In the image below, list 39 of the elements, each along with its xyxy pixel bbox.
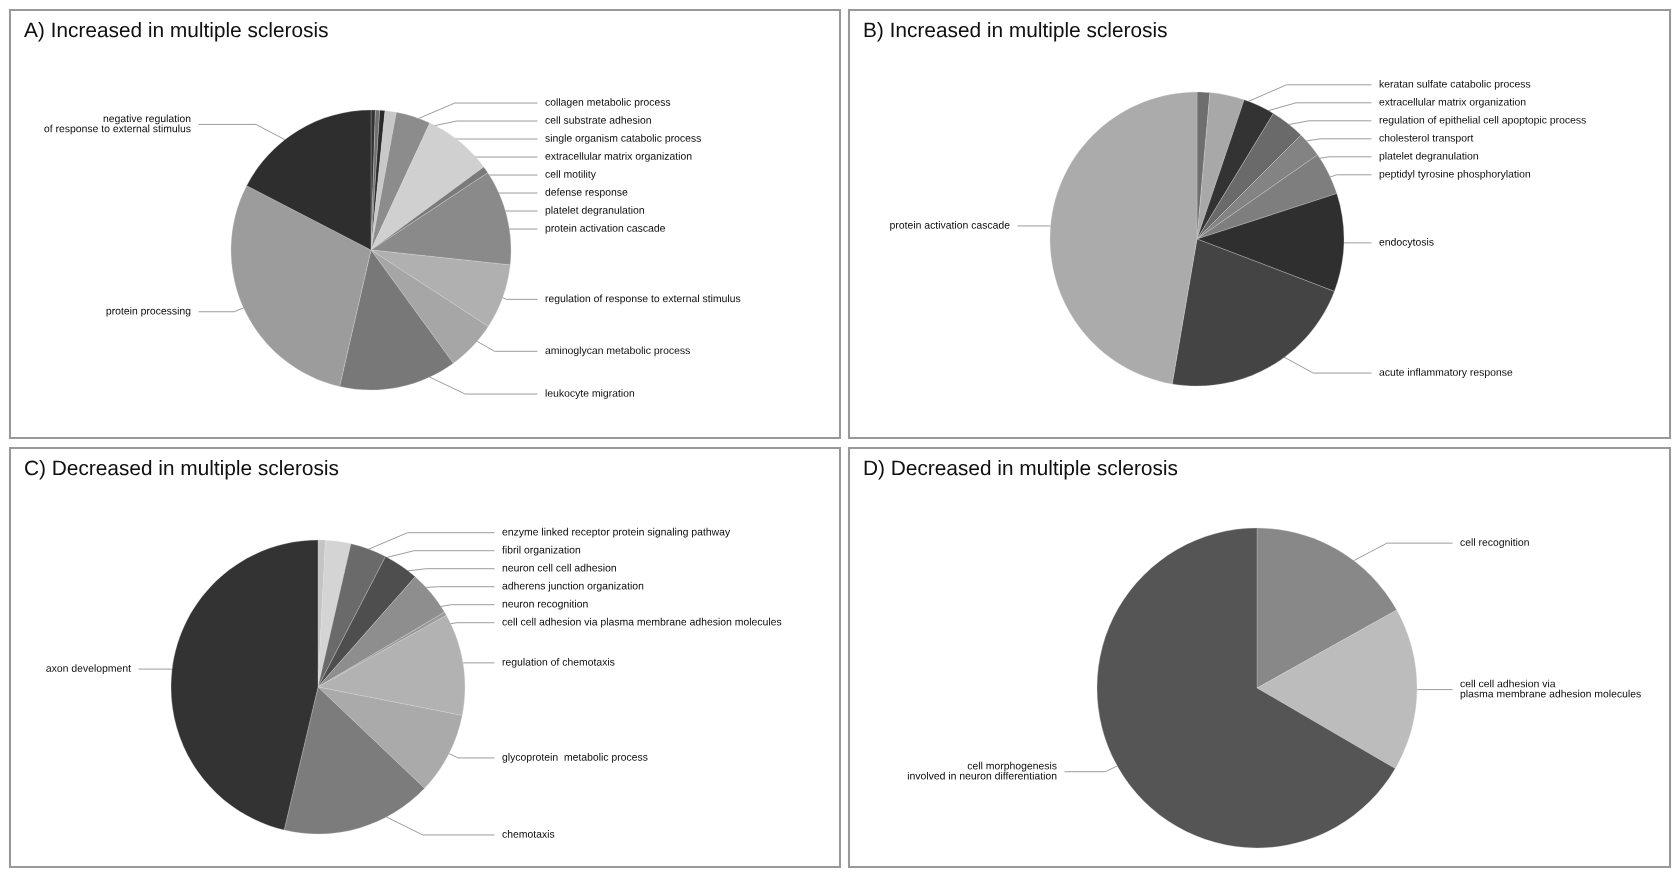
slice-label: cell morphogenesis involved in neuron differentiation bbox=[907, 761, 1057, 780]
slice-label: extracellular matrix organization bbox=[545, 152, 692, 162]
slice-label: cell cell adhesion via plasma membrane adhesion molecules bbox=[502, 617, 782, 628]
slice-label: protein processing bbox=[106, 306, 191, 317]
slice-label: neuron recognition bbox=[502, 599, 588, 610]
slice-label: axon development bbox=[46, 664, 131, 674]
slice-label: single organism catabolic process bbox=[545, 134, 701, 144]
slice-label: extracellular matrix organization bbox=[1379, 97, 1526, 108]
slice-label: platelet degranulation bbox=[1379, 151, 1478, 162]
slice-label: peptidyl tyrosine phosphorylation bbox=[1379, 169, 1531, 180]
slice-label: regulation of chemotaxis bbox=[502, 658, 615, 668]
slice-label: endocytosis bbox=[1379, 238, 1434, 248]
slice-label: cell cell adhesion via plasma membrane adhesion molecules bbox=[1460, 679, 1641, 700]
chart-title: A) Increased in multiple sclerosis bbox=[24, 22, 328, 42]
slice-label: keratan sulfate catabolic process bbox=[1379, 79, 1531, 90]
slice-label: cell motility bbox=[545, 170, 596, 180]
slice-label: defense response bbox=[545, 188, 628, 198]
chart-title: B) Increased in multiple sclerosis bbox=[864, 22, 1167, 42]
slice-label: negative regulation of response to external stimulus bbox=[44, 114, 191, 135]
slice-label: regulation of response to external stimulus bbox=[545, 294, 741, 305]
slice-label: collagen metabolic process bbox=[545, 98, 671, 108]
slice-label: protein activation cascade bbox=[545, 224, 665, 234]
slice-label: glycoprotein metabolic process bbox=[502, 753, 648, 763]
slice-label: platelet degranulation bbox=[545, 206, 644, 216]
slice-label: neuron cell cell adhesion bbox=[502, 563, 616, 572]
slice-label: fibril organization bbox=[502, 545, 581, 556]
slice-label: adherens junction organization bbox=[502, 581, 644, 592]
slice-label: protein activation cascade bbox=[890, 221, 1010, 231]
slice-label: chemotaxis bbox=[502, 830, 555, 838]
slice-label: aminoglycan metabolic process bbox=[545, 346, 690, 357]
slice-label: acute inflammatory response bbox=[1379, 368, 1513, 378]
slice-label: cell recognition bbox=[1460, 538, 1529, 548]
slice-label: cholesterol transport bbox=[1379, 133, 1474, 144]
chart-title: C) Decreased in multiple sclerosis bbox=[25, 460, 339, 480]
slice-label: cell substrate adhesion bbox=[545, 116, 651, 124]
slice-label: leukocyte migration bbox=[545, 389, 635, 399]
slice-label: enzyme linked receptor protein signaling pathway bbox=[502, 527, 731, 538]
slice-label: regulation of epithelial cell apoptopic process bbox=[1379, 115, 1586, 126]
chart-title: D) Decreased in multiple sclerosis bbox=[864, 460, 1178, 480]
